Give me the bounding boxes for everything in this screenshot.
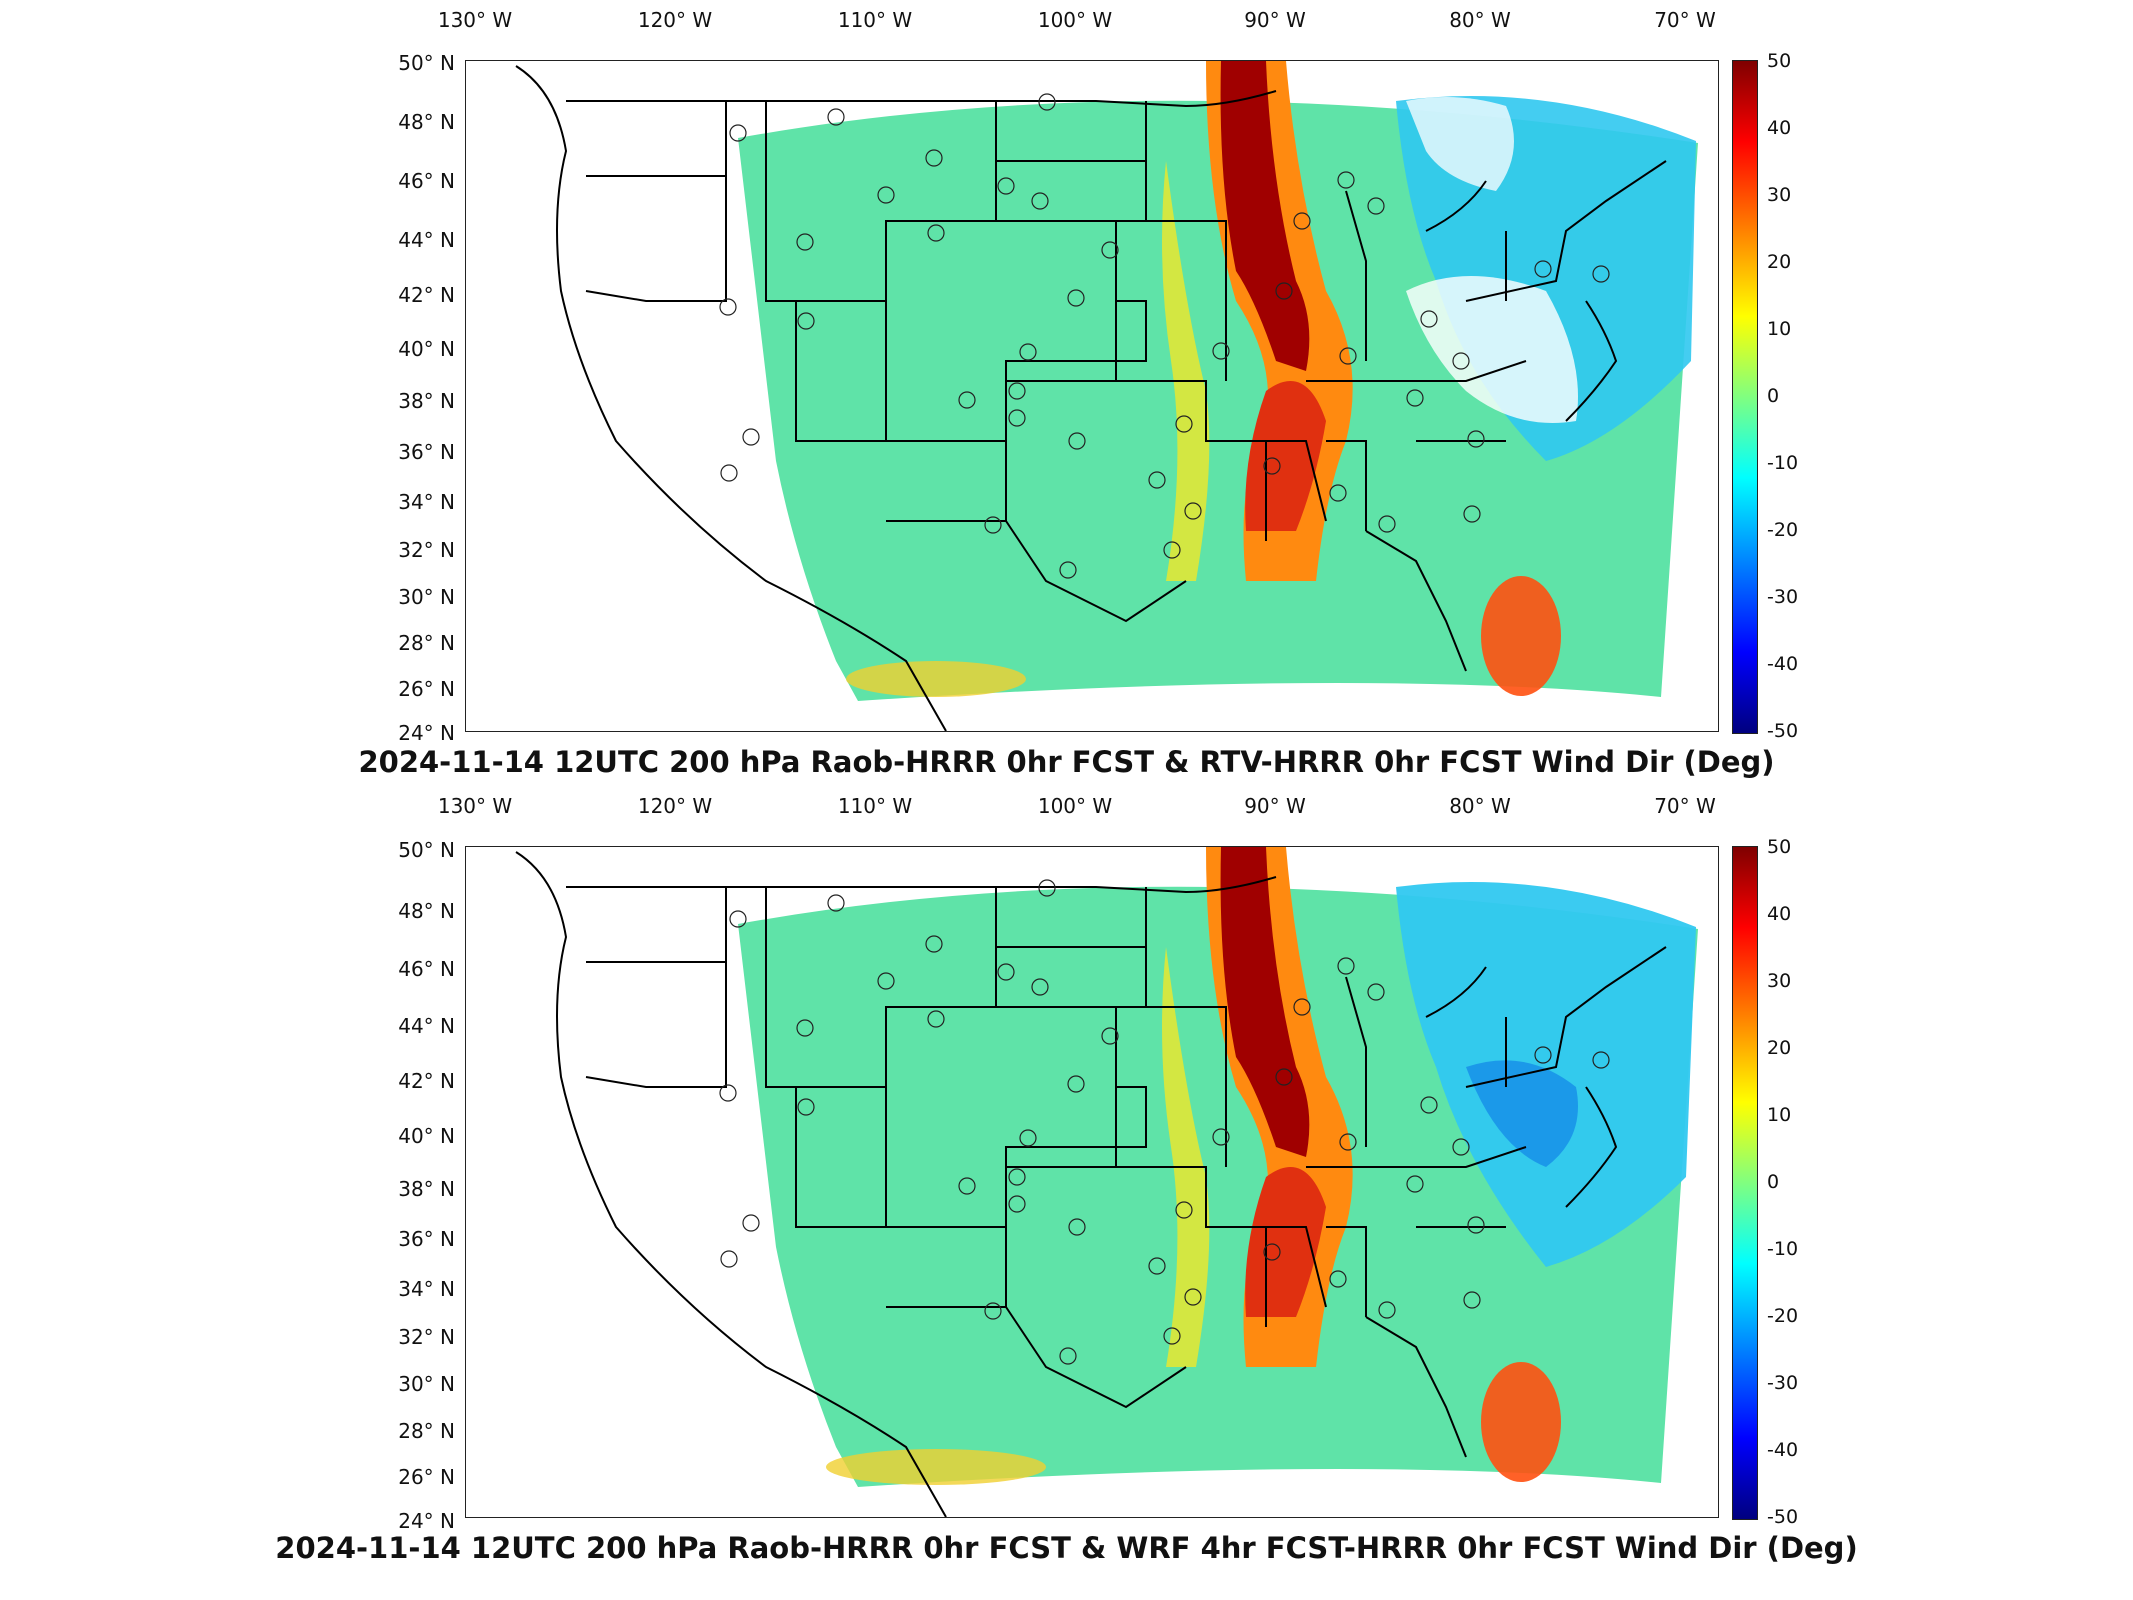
colorbar-tick: 20 <box>1767 1037 1792 1059</box>
state-boundaries <box>515 851 1667 1517</box>
lat-label-26n: 26° N <box>398 677 455 701</box>
lon-label-100w: 100° W <box>1037 8 1113 32</box>
colorbar-tick: 30 <box>1767 184 1792 206</box>
lat-label-30n: 30° N <box>398 1372 455 1396</box>
florida-warm-spot <box>1481 1362 1561 1482</box>
lat-label-44n: 44° N <box>398 1014 455 1038</box>
lat-label-46n: 46° N <box>398 169 455 193</box>
southwest-yellow-spot <box>826 1449 1046 1485</box>
map-plot-area <box>465 846 1719 1518</box>
lat-label-38n: 38° N <box>398 1177 455 1201</box>
wind-direction-map <box>515 847 1698 1517</box>
cool-anomaly-northeast <box>1396 96 1696 461</box>
lon-label-90w: 90° W <box>1244 794 1306 818</box>
colorbar <box>1732 846 1758 1520</box>
colorbar-tick: 10 <box>1767 318 1792 340</box>
colorbar-tick: -10 <box>1767 452 1799 474</box>
lon-label-80w: 80° W <box>1449 8 1511 32</box>
positive-anomaly-core <box>1220 847 1310 1157</box>
colorbar-tick: -30 <box>1767 586 1799 608</box>
cool-anomaly-core <box>1466 1060 1578 1167</box>
lon-label-130w: 130° W <box>437 8 513 32</box>
lat-label-48n: 48° N <box>398 899 455 923</box>
colorbar-tick: -20 <box>1767 519 1799 541</box>
colorbar-tick: 30 <box>1767 970 1792 992</box>
lon-label-70w: 70° W <box>1654 794 1716 818</box>
lat-label-48n: 48° N <box>398 110 455 134</box>
lat-label-36n: 36° N <box>398 440 455 464</box>
lat-label-34n: 34° N <box>398 490 455 514</box>
colorbar-tick: 40 <box>1767 117 1792 139</box>
missing-data-patch <box>1406 97 1514 191</box>
colorbar-tick: -40 <box>1767 653 1799 675</box>
colorbar-tick: 0 <box>1767 1171 1780 1193</box>
panel-title: 2024-11-14 12UTC 200 hPa Raob-HRRR 0hr F… <box>358 745 1775 779</box>
positive-anomaly-core <box>1220 61 1310 371</box>
lat-label-44n: 44° N <box>398 228 455 252</box>
lat-label-24n: 24° N <box>398 1509 455 1533</box>
lon-label-120w: 120° W <box>637 8 713 32</box>
lat-label-46n: 46° N <box>398 957 455 981</box>
colorbar-tick: 40 <box>1767 903 1792 925</box>
lat-label-42n: 42° N <box>398 283 455 307</box>
lat-label-32n: 32° N <box>398 538 455 562</box>
wind-direction-map <box>515 61 1698 731</box>
colorbar-tick: -20 <box>1767 1305 1799 1327</box>
lat-label-50n: 50° N <box>398 838 455 862</box>
colorbar-tick: 10 <box>1767 1104 1792 1126</box>
missing-data-patch <box>1406 276 1578 423</box>
colorbar-tick: 50 <box>1767 50 1792 72</box>
lat-label-32n: 32° N <box>398 1325 455 1349</box>
lat-label-26n: 26° N <box>398 1465 455 1489</box>
colorbar <box>1732 60 1758 734</box>
lon-label-90w: 90° W <box>1244 8 1306 32</box>
lat-label-28n: 28° N <box>398 631 455 655</box>
southwest-yellow-spot <box>846 661 1026 697</box>
colorbar-tick: 50 <box>1767 836 1792 858</box>
lat-label-40n: 40° N <box>398 337 455 361</box>
lat-label-30n: 30° N <box>398 585 455 609</box>
colorbar-tick: -50 <box>1767 1506 1799 1528</box>
lat-label-38n: 38° N <box>398 389 455 413</box>
lon-label-130w: 130° W <box>437 794 513 818</box>
raob-stations <box>719 879 1610 1365</box>
lon-label-120w: 120° W <box>637 794 713 818</box>
lat-label-34n: 34° N <box>398 1277 455 1301</box>
colorbar-tick: -30 <box>1767 1372 1799 1394</box>
colorbar-tick: -40 <box>1767 1439 1799 1461</box>
lat-label-36n: 36° N <box>398 1227 455 1251</box>
map-plot-area <box>465 60 1719 732</box>
lat-label-50n: 50° N <box>398 51 455 75</box>
yellow-fringe <box>1162 947 1210 1367</box>
colorbar-tick: -50 <box>1767 720 1799 742</box>
lat-label-24n: 24° N <box>398 721 455 745</box>
lon-label-110w: 110° W <box>837 8 913 32</box>
raob-stations <box>719 93 1610 579</box>
lon-label-80w: 80° W <box>1449 794 1511 818</box>
florida-warm-spot <box>1481 576 1561 696</box>
lon-label-110w: 110° W <box>837 794 913 818</box>
lon-label-100w: 100° W <box>1037 794 1113 818</box>
colorbar-tick: 0 <box>1767 385 1780 407</box>
colorbar-tick: -10 <box>1767 1238 1799 1260</box>
colorbar-tick: 20 <box>1767 251 1792 273</box>
yellow-fringe <box>1162 161 1210 581</box>
panel-title: 2024-11-14 12UTC 200 hPa Raob-HRRR 0hr F… <box>275 1531 1858 1565</box>
lat-label-42n: 42° N <box>398 1069 455 1093</box>
lat-label-28n: 28° N <box>398 1419 455 1443</box>
lat-label-40n: 40° N <box>398 1124 455 1148</box>
state-boundaries <box>515 65 1667 731</box>
lon-label-70w: 70° W <box>1654 8 1716 32</box>
